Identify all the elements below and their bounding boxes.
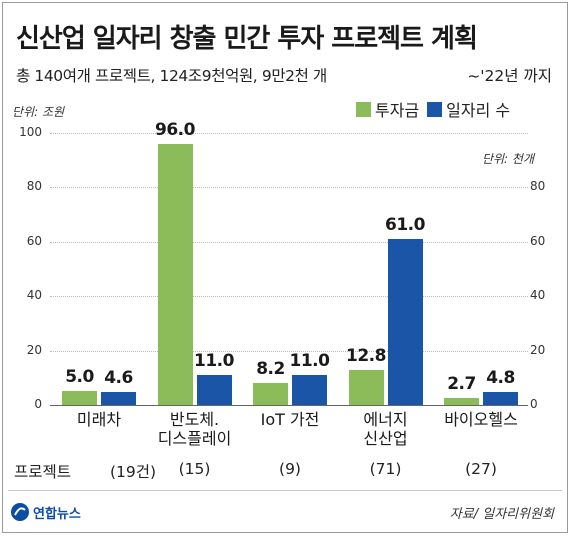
bar-jobs bbox=[387, 239, 423, 405]
data-label-jobs: 4.6 bbox=[104, 368, 133, 389]
data-label-jobs: 61.0 bbox=[385, 215, 425, 236]
data-label-jobs: 4.8 bbox=[486, 367, 515, 388]
project-count: (71) bbox=[369, 460, 402, 478]
y-tick-left: 80 bbox=[26, 179, 42, 194]
data-label-investment: 2.7 bbox=[447, 373, 476, 394]
data-label-jobs: 11.0 bbox=[289, 351, 330, 372]
category-label: 바이오헬스 bbox=[444, 410, 518, 429]
legend-label-investment: 투자금 bbox=[375, 101, 420, 120]
y-tick-right: 0 bbox=[530, 397, 538, 411]
project-count: (15) bbox=[178, 460, 211, 478]
gridline bbox=[50, 187, 528, 189]
legend-swatch-investment bbox=[356, 101, 371, 117]
project-count: (19건) bbox=[109, 463, 157, 481]
project-count: (27) bbox=[465, 460, 497, 478]
projects-label: 프로젝트 bbox=[14, 463, 72, 481]
y-tick-left: 100 bbox=[19, 125, 42, 139]
bar-jobs bbox=[483, 391, 518, 405]
legend-label-jobs: 일자리 수 bbox=[446, 101, 511, 120]
logo-text: 연합뉴스 bbox=[33, 506, 81, 522]
left-axis-unit: 단위: 조원 bbox=[12, 105, 65, 119]
legend-swatch-jobs bbox=[427, 101, 443, 117]
gridline bbox=[50, 241, 528, 243]
category-label: 반도체. 디스플레이 bbox=[157, 410, 232, 448]
chart-subtitle: 총 140여개 프로젝트, 124조9천억원, 9만2천 개 bbox=[16, 67, 327, 85]
category-label: 미래차 bbox=[76, 410, 122, 429]
y-tick-left: 60 bbox=[26, 233, 42, 248]
logo-icon bbox=[11, 503, 29, 521]
y-tick-right: 80 bbox=[530, 179, 546, 194]
gridline bbox=[50, 133, 528, 134]
bar-investment bbox=[348, 370, 384, 405]
legend: 투자금 일자리 수 bbox=[356, 98, 518, 120]
y-tick-right: 40 bbox=[530, 288, 546, 303]
chart-title: 신산업 일자리 창출 민간 투자 프로젝트 계획 bbox=[16, 24, 478, 54]
y-tick-left: 40 bbox=[26, 288, 42, 303]
category-label: IoT 가전 bbox=[260, 410, 320, 429]
gridline bbox=[50, 296, 528, 298]
data-label-jobs: 11.0 bbox=[194, 351, 234, 372]
source-note: 자료/ 일자리위원회 bbox=[449, 507, 554, 522]
bar-jobs bbox=[101, 392, 136, 405]
category-label: 에너지 신산업 bbox=[363, 410, 408, 448]
bar-investment bbox=[62, 391, 97, 405]
x-axis-baseline bbox=[50, 405, 528, 406]
y-tick-left: 0 bbox=[34, 397, 42, 411]
y-tick-left: 20 bbox=[26, 342, 42, 357]
data-label-investment: 96.0 bbox=[155, 119, 195, 140]
legend-item-jobs: 일자리 수 bbox=[427, 97, 510, 121]
footer-divider bbox=[8, 490, 562, 491]
project-count: (9) bbox=[279, 460, 301, 478]
gridline bbox=[50, 350, 528, 352]
y-tick-right: 20 bbox=[530, 342, 546, 357]
date-note: ~'22년 까지 bbox=[467, 67, 552, 85]
infographic-frame bbox=[2, 2, 568, 533]
right-axis-unit: 단위: 천개 bbox=[481, 152, 534, 166]
news-logo: 연합뉴스 bbox=[10, 500, 81, 524]
y-tick-right: 60 bbox=[530, 233, 546, 248]
data-label-investment: 5.0 bbox=[65, 367, 94, 388]
bar-investment bbox=[444, 397, 479, 405]
data-label-investment: 8.2 bbox=[256, 358, 285, 379]
data-label-investment: 12.8 bbox=[346, 346, 386, 367]
bar-investment bbox=[157, 143, 193, 405]
bar-jobs bbox=[196, 375, 232, 405]
legend-item-investment: 투자금 bbox=[356, 97, 419, 121]
bar-investment bbox=[253, 382, 288, 405]
bar-jobs bbox=[292, 375, 327, 405]
